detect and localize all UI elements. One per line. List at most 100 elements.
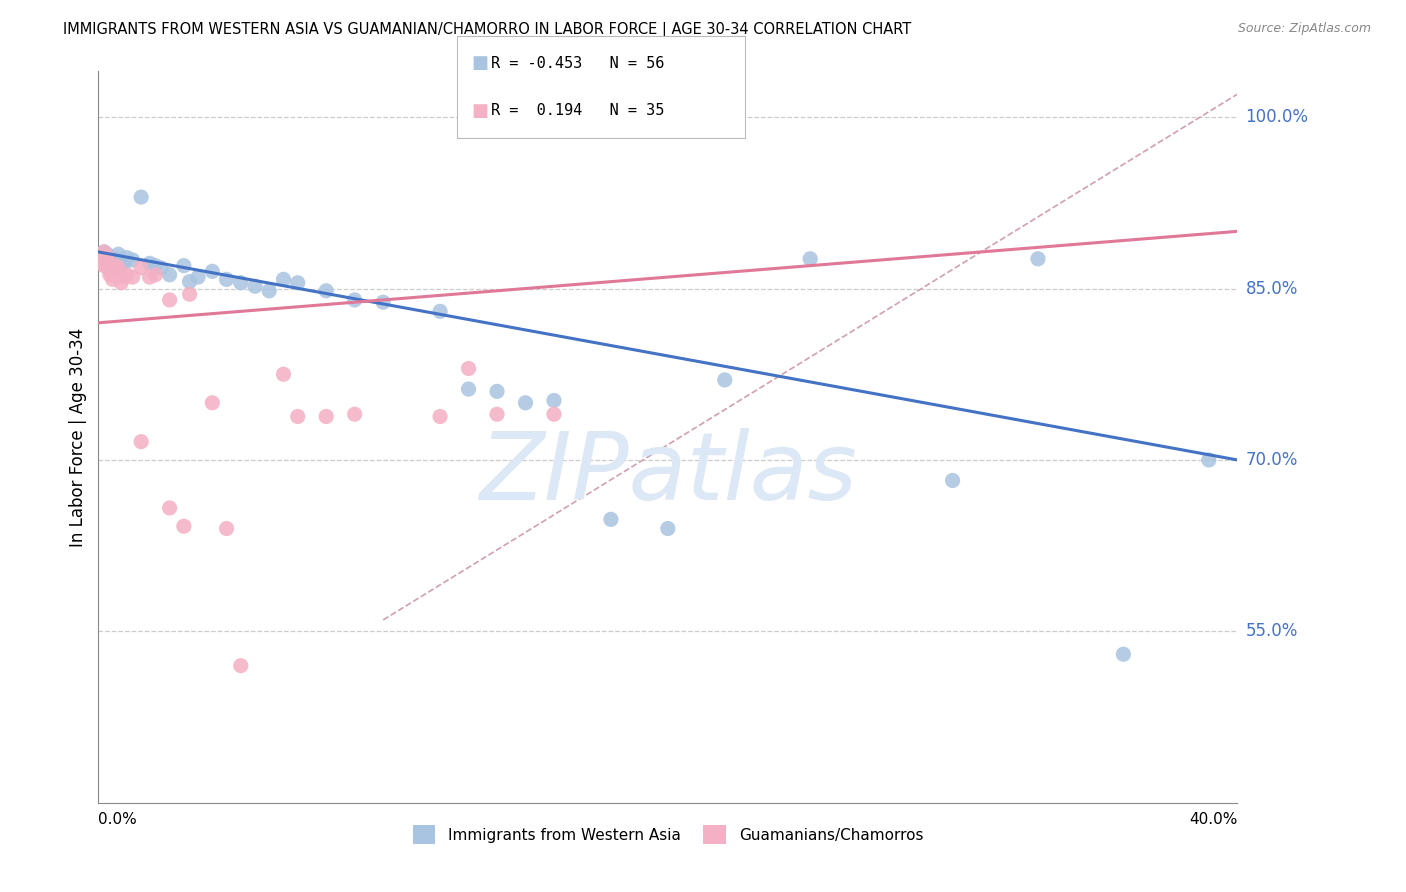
Point bbox=[96, 250, 118, 264]
Point bbox=[98, 251, 121, 265]
Point bbox=[457, 382, 479, 396]
Point bbox=[104, 252, 127, 267]
Point bbox=[173, 519, 195, 533]
Point bbox=[129, 260, 152, 275]
Point bbox=[96, 252, 118, 267]
Point bbox=[657, 521, 679, 535]
Point bbox=[343, 407, 366, 421]
Point bbox=[373, 295, 395, 310]
Point bbox=[543, 393, 565, 408]
Y-axis label: In Labor Force | Age 30-34: In Labor Force | Age 30-34 bbox=[69, 327, 87, 547]
Point bbox=[101, 272, 124, 286]
Point bbox=[150, 260, 173, 275]
Point bbox=[201, 396, 224, 410]
Point bbox=[96, 259, 118, 273]
Point bbox=[107, 247, 129, 261]
Point bbox=[110, 276, 132, 290]
Point bbox=[93, 256, 115, 270]
Point bbox=[101, 252, 124, 266]
Legend: Immigrants from Western Asia, Guamanians/Chamorros: Immigrants from Western Asia, Guamanians… bbox=[406, 819, 929, 850]
Point bbox=[215, 521, 238, 535]
Point bbox=[179, 287, 201, 301]
Text: 100.0%: 100.0% bbox=[1246, 108, 1309, 126]
Point bbox=[98, 254, 121, 268]
Point bbox=[201, 264, 224, 278]
Point bbox=[93, 244, 115, 259]
Point bbox=[90, 250, 112, 264]
Point bbox=[215, 272, 238, 286]
Point bbox=[112, 270, 135, 285]
Point bbox=[145, 268, 167, 282]
Text: 0.0%: 0.0% bbox=[98, 812, 138, 827]
Text: Source: ZipAtlas.com: Source: ZipAtlas.com bbox=[1237, 22, 1371, 36]
Point bbox=[287, 276, 309, 290]
Point bbox=[600, 512, 623, 526]
Point bbox=[145, 259, 167, 273]
Text: IMMIGRANTS FROM WESTERN ASIA VS GUAMANIAN/CHAMORRO IN LABOR FORCE | AGE 30-34 CO: IMMIGRANTS FROM WESTERN ASIA VS GUAMANIA… bbox=[63, 22, 911, 38]
Point bbox=[486, 384, 509, 399]
Point bbox=[93, 252, 115, 266]
Point bbox=[315, 409, 337, 424]
Point bbox=[90, 252, 112, 267]
Point bbox=[229, 276, 252, 290]
Point bbox=[90, 250, 112, 264]
Point bbox=[159, 293, 181, 307]
Point bbox=[1026, 252, 1049, 266]
Point bbox=[543, 407, 565, 421]
Point bbox=[942, 474, 965, 488]
Point bbox=[486, 407, 509, 421]
Text: 40.0%: 40.0% bbox=[1189, 812, 1237, 827]
Point bbox=[107, 252, 129, 267]
Point bbox=[104, 268, 127, 282]
Point bbox=[243, 279, 266, 293]
Point bbox=[129, 434, 152, 449]
Point bbox=[515, 396, 537, 410]
Point bbox=[96, 252, 118, 267]
Point bbox=[343, 293, 366, 307]
Point bbox=[115, 251, 138, 265]
Point bbox=[90, 256, 112, 270]
Point bbox=[179, 275, 201, 289]
Point bbox=[187, 270, 209, 285]
Point bbox=[115, 268, 138, 282]
Point bbox=[273, 368, 295, 382]
Point bbox=[229, 658, 252, 673]
Point bbox=[173, 259, 195, 273]
Point bbox=[96, 247, 118, 261]
Point bbox=[138, 256, 160, 270]
Text: ■: ■ bbox=[471, 102, 488, 120]
Point bbox=[93, 259, 115, 273]
Point bbox=[714, 373, 737, 387]
Point bbox=[107, 260, 129, 275]
Point bbox=[104, 259, 127, 273]
Point bbox=[273, 272, 295, 286]
Point bbox=[138, 270, 160, 285]
Text: 85.0%: 85.0% bbox=[1246, 279, 1298, 298]
Text: R =  0.194   N = 35: R = 0.194 N = 35 bbox=[491, 103, 664, 118]
Text: ■: ■ bbox=[471, 54, 488, 72]
Text: 55.0%: 55.0% bbox=[1246, 623, 1298, 640]
Point bbox=[429, 304, 451, 318]
Point bbox=[101, 260, 124, 275]
Text: R = -0.453   N = 56: R = -0.453 N = 56 bbox=[491, 56, 664, 70]
Point bbox=[159, 500, 181, 515]
Point bbox=[121, 270, 143, 285]
Point bbox=[98, 264, 121, 278]
Point bbox=[129, 190, 152, 204]
Point bbox=[110, 259, 132, 273]
Text: 70.0%: 70.0% bbox=[1246, 451, 1298, 469]
Point bbox=[121, 252, 143, 267]
Point bbox=[90, 247, 112, 261]
Point bbox=[287, 409, 309, 424]
Point bbox=[101, 255, 124, 269]
Point bbox=[429, 409, 451, 424]
Point bbox=[259, 284, 281, 298]
Point bbox=[107, 260, 129, 275]
Point bbox=[112, 256, 135, 270]
Point bbox=[799, 252, 821, 266]
Point bbox=[96, 250, 118, 264]
Point bbox=[1198, 453, 1220, 467]
Point bbox=[98, 259, 121, 273]
Point bbox=[315, 284, 337, 298]
Point bbox=[159, 268, 181, 282]
